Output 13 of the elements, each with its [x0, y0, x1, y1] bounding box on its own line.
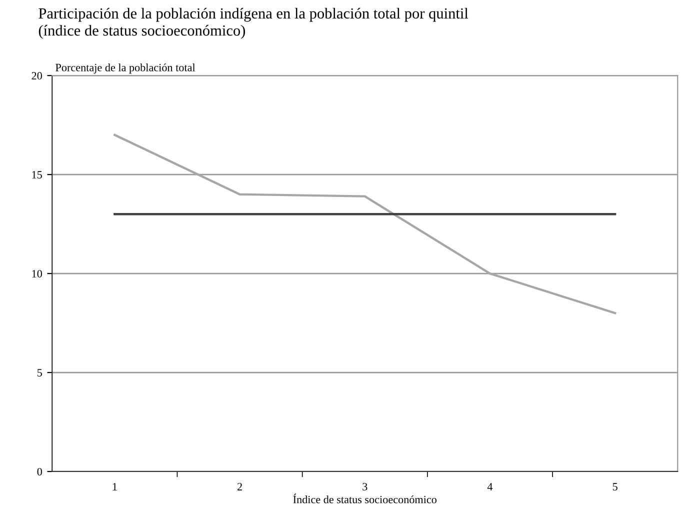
x-tick-label: 3 — [362, 482, 368, 490]
x-tick-label: 2 — [237, 482, 242, 490]
x-tick-label: 5 — [612, 483, 618, 490]
y-tick-label: 10 — [32, 270, 42, 278]
chart-title: Participación de la población indígena en la población total por quintil (índice de status socioeconómico) — [38, 8, 468, 39]
y-tick-label: 15 — [32, 171, 42, 178]
y-tick-label: 20 — [32, 72, 42, 80]
x-tick-label: 4 — [487, 483, 493, 490]
y-axis-title: Porcentaje de la población total — [56, 63, 196, 74]
x-axis-title: Índice de status socioeconómico — [293, 494, 436, 504]
y-tick-label: 0 — [37, 468, 42, 476]
y-tick-label: 5 — [37, 369, 42, 376]
x-tick-label: 1 — [112, 482, 117, 490]
